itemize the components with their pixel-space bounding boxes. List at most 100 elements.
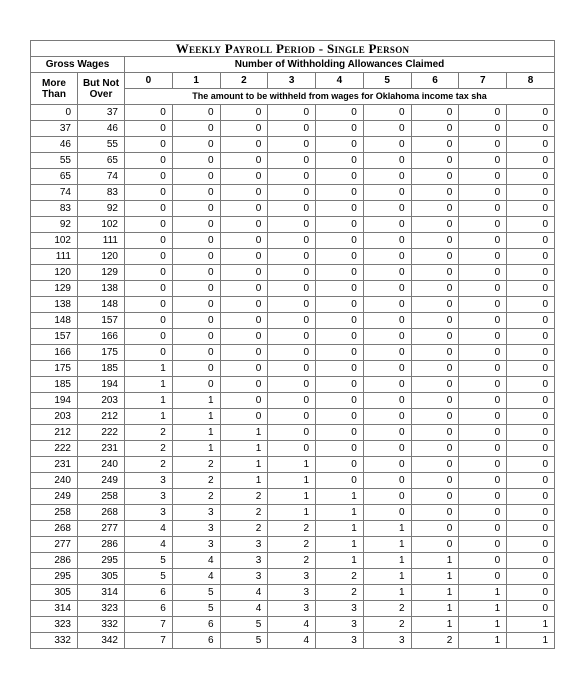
amount-cell: 0 bbox=[411, 329, 459, 345]
table-row: 249258322110000 bbox=[31, 489, 555, 505]
amount-cell: 3 bbox=[316, 633, 364, 649]
amount-cell: 0 bbox=[316, 441, 364, 457]
table-row: 111120000000000 bbox=[31, 249, 555, 265]
wage-cell: 212 bbox=[31, 425, 78, 441]
amount-cell: 0 bbox=[316, 393, 364, 409]
header-allowances: Number of Withholding Allowances Claimed bbox=[125, 57, 555, 73]
amount-cell: 0 bbox=[507, 441, 555, 457]
wage-cell: 65 bbox=[78, 153, 125, 169]
amount-cell: 0 bbox=[316, 329, 364, 345]
amount-cell: 0 bbox=[125, 297, 173, 313]
amount-cell: 0 bbox=[316, 153, 364, 169]
amount-cell: 1 bbox=[172, 425, 220, 441]
wage-cell: 305 bbox=[78, 569, 125, 585]
amount-cell: 0 bbox=[363, 393, 411, 409]
wage-cell: 102 bbox=[31, 233, 78, 249]
amount-cell: 0 bbox=[220, 169, 268, 185]
amount-cell: 0 bbox=[459, 185, 507, 201]
amount-cell: 0 bbox=[411, 473, 459, 489]
amount-cell: 0 bbox=[172, 153, 220, 169]
wage-cell: 194 bbox=[31, 393, 78, 409]
amount-cell: 0 bbox=[411, 153, 459, 169]
table-row: 7483000000000 bbox=[31, 185, 555, 201]
table-row: 231240221100000 bbox=[31, 457, 555, 473]
amount-cell: 0 bbox=[507, 153, 555, 169]
wage-cell: 0 bbox=[31, 105, 78, 121]
amount-cell: 0 bbox=[268, 105, 316, 121]
amount-cell: 0 bbox=[507, 281, 555, 297]
wage-cell: 249 bbox=[78, 473, 125, 489]
amount-cell: 1 bbox=[125, 361, 173, 377]
amount-cell: 0 bbox=[507, 489, 555, 505]
amount-cell: 0 bbox=[363, 105, 411, 121]
amount-cell: 0 bbox=[268, 137, 316, 153]
wage-cell: 138 bbox=[31, 297, 78, 313]
amount-cell: 0 bbox=[125, 329, 173, 345]
wage-cell: 92 bbox=[31, 217, 78, 233]
amount-cell: 0 bbox=[507, 265, 555, 281]
table-row: 4655000000000 bbox=[31, 137, 555, 153]
amount-cell: 0 bbox=[459, 345, 507, 361]
wage-cell: 258 bbox=[78, 489, 125, 505]
amount-cell: 0 bbox=[172, 169, 220, 185]
amount-cell: 0 bbox=[411, 521, 459, 537]
amount-cell: 5 bbox=[220, 617, 268, 633]
wage-cell: 277 bbox=[31, 537, 78, 553]
table-row: 268277432211000 bbox=[31, 521, 555, 537]
amount-cell: 4 bbox=[125, 537, 173, 553]
amount-cell: 0 bbox=[125, 137, 173, 153]
amount-cell: 0 bbox=[507, 569, 555, 585]
amount-cell: 0 bbox=[268, 249, 316, 265]
wage-cell: 46 bbox=[78, 121, 125, 137]
amount-cell: 1 bbox=[172, 393, 220, 409]
amount-cell: 0 bbox=[459, 233, 507, 249]
amount-cell: 2 bbox=[363, 617, 411, 633]
amount-cell: 0 bbox=[459, 361, 507, 377]
amount-cell: 2 bbox=[220, 489, 268, 505]
table-row: 332342765433211 bbox=[31, 633, 555, 649]
amount-cell: 0 bbox=[459, 249, 507, 265]
amount-cell: 7 bbox=[125, 617, 173, 633]
amount-cell: 0 bbox=[411, 537, 459, 553]
amount-cell: 0 bbox=[125, 265, 173, 281]
amount-cell: 4 bbox=[125, 521, 173, 537]
wage-cell: 157 bbox=[78, 313, 125, 329]
amount-cell: 0 bbox=[363, 153, 411, 169]
table-row: 305314654321110 bbox=[31, 585, 555, 601]
table-row: 6574000000000 bbox=[31, 169, 555, 185]
table-row: 92102000000000 bbox=[31, 217, 555, 233]
amount-cell: 0 bbox=[220, 297, 268, 313]
amount-cell: 1 bbox=[363, 569, 411, 585]
amount-cell: 0 bbox=[363, 377, 411, 393]
amount-cell: 0 bbox=[172, 281, 220, 297]
amount-cell: 1 bbox=[507, 617, 555, 633]
amount-cell: 0 bbox=[316, 185, 364, 201]
amount-cell: 1 bbox=[411, 553, 459, 569]
amount-cell: 0 bbox=[459, 409, 507, 425]
amount-cell: 2 bbox=[220, 521, 268, 537]
amount-cell: 0 bbox=[411, 201, 459, 217]
amount-cell: 0 bbox=[363, 201, 411, 217]
amount-cell: 0 bbox=[411, 185, 459, 201]
amount-cell: 0 bbox=[459, 473, 507, 489]
col-2: 2 bbox=[220, 73, 268, 89]
amount-cell: 0 bbox=[363, 217, 411, 233]
amount-cell: 1 bbox=[220, 457, 268, 473]
amount-cell: 0 bbox=[411, 121, 459, 137]
wage-cell: 129 bbox=[78, 265, 125, 281]
amount-cell: 0 bbox=[363, 489, 411, 505]
amount-cell: 3 bbox=[268, 569, 316, 585]
amount-cell: 0 bbox=[268, 121, 316, 137]
amount-cell: 0 bbox=[411, 377, 459, 393]
amount-cell: 0 bbox=[125, 105, 173, 121]
amount-cell: 5 bbox=[220, 633, 268, 649]
table-row: 185194100000000 bbox=[31, 377, 555, 393]
amount-cell: 0 bbox=[459, 457, 507, 473]
amount-cell: 0 bbox=[220, 313, 268, 329]
amount-cell: 0 bbox=[507, 201, 555, 217]
amount-cell: 2 bbox=[268, 537, 316, 553]
amount-cell: 0 bbox=[316, 169, 364, 185]
amount-cell: 0 bbox=[507, 329, 555, 345]
amount-cell: 0 bbox=[459, 201, 507, 217]
wage-cell: 185 bbox=[31, 377, 78, 393]
